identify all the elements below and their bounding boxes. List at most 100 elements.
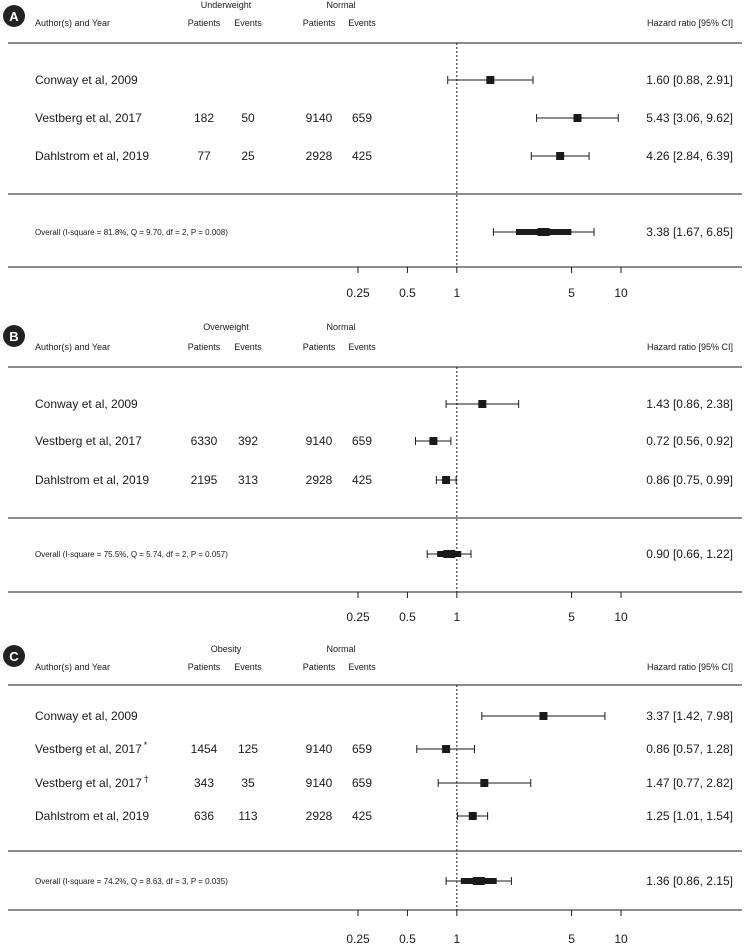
x-tick-label: 1 — [453, 610, 460, 624]
hazard-ratio-header: Hazard ratio [95% CI] — [647, 18, 733, 28]
study-superscript: † — [144, 774, 149, 784]
normal-patients-value: 9140 — [306, 434, 333, 448]
group-events-value: 313 — [238, 473, 258, 487]
point-estimate — [556, 152, 565, 160]
group-header: Obesity — [211, 644, 242, 654]
group-patients-value: 6330 — [191, 434, 218, 448]
x-tick-label: 0.25 — [346, 932, 370, 944]
normal-patients-value: 2928 — [306, 809, 333, 823]
forest-panel-a: A Underweight Normal Author(s) and Year Pati… — [3, 0, 742, 300]
normal-patients-value: 9140 — [306, 776, 333, 790]
study-row: Conway et al, 2009 1.60 [0.88, 2.91] — [35, 73, 733, 87]
hazard-ratio-text: 4.26 [2.84, 6.39] — [646, 149, 733, 163]
study-label: Vestberg et al, 2017 — [35, 434, 142, 448]
group-events-header: Events — [234, 342, 262, 352]
group-header: Underweight — [201, 0, 252, 10]
normal-patients-header: Patients — [303, 662, 336, 672]
normal-events-header: Events — [348, 18, 376, 28]
forest-panel-c: C Obesity Normal Author(s) and Year Patients… — [3, 644, 742, 944]
normal-events-header: Events — [348, 342, 376, 352]
panel-badge — [3, 645, 25, 667]
x-tick-label: 0.25 — [346, 286, 370, 300]
normal-events-value: 659 — [352, 742, 372, 756]
overall-hazard-ratio-text: 3.38 [1.67, 6.85] — [646, 225, 733, 239]
normal-events-value: 659 — [352, 434, 372, 448]
study-row: Vestberg et al, 2017 6330 392 9140 659 0.72 [… — [35, 434, 733, 448]
study-row: Conway et al, 2009 3.37 [1.42, 7.98] — [35, 709, 733, 723]
hazard-ratio-text: 5.43 [3.06, 9.62] — [646, 111, 733, 125]
x-tick-label: 0.5 — [399, 610, 416, 624]
group-events-value: 125 — [238, 742, 258, 756]
hazard-ratio-text: 0.86 [0.75, 0.99] — [646, 473, 733, 487]
normal-patients-value: 9140 — [306, 111, 333, 125]
hazard-ratio-text: 1.25 [1.01, 1.54] — [646, 809, 733, 823]
x-tick-label: 5 — [568, 610, 575, 624]
point-estimate — [539, 712, 548, 720]
author-header: Author(s) and Year — [35, 18, 110, 28]
study-label: Conway et al, 2009 — [35, 709, 138, 723]
panel-letter: C — [9, 649, 19, 664]
point-estimate — [573, 114, 582, 122]
study-label: Dahlstrom et al, 2019 — [35, 149, 149, 163]
overall-point-estimate — [537, 228, 550, 236]
point-estimate — [442, 745, 451, 753]
forest-panel-b: B Overweight Normal Author(s) and Year Patie… — [3, 322, 742, 624]
normal-events-value: 659 — [352, 111, 372, 125]
normal-patients-header: Patients — [303, 342, 336, 352]
study-row: Dahlstrom et al, 2019 636 113 2928 425 1.25 [… — [35, 809, 733, 823]
x-tick-label: 0.5 — [399, 932, 416, 944]
study-row: Dahlstrom et al, 2019 77 25 2928 425 4.26 [2.… — [35, 149, 733, 163]
reference-header: Normal — [326, 322, 355, 332]
study-row: Conway et al, 2009 1.43 [0.86, 2.38] — [35, 397, 733, 411]
hazard-ratio-text: 1.43 [0.86, 2.38] — [646, 397, 733, 411]
group-patients-value: 636 — [194, 809, 214, 823]
overall-row: Overall (I-square = 74.2%, Q = 8.63, df … — [35, 874, 733, 888]
group-header: Overweight — [203, 322, 249, 332]
group-patients-value: 1454 — [191, 742, 218, 756]
study-label: Dahlstrom et al, 2019 — [35, 473, 149, 487]
overall-point-estimate — [472, 877, 485, 885]
group-events-header: Events — [234, 18, 262, 28]
study-label: Vestberg et al, 2017 — [35, 111, 142, 125]
point-estimate — [486, 76, 495, 84]
study-row: Vestberg et al, 2017 182 50 9140 659 5.43 [3.… — [35, 111, 733, 125]
group-events-value: 113 — [238, 809, 257, 823]
study-row: Dahlstrom et al, 2019 2195 313 2928 425 0.86 … — [35, 473, 733, 487]
overall-row: Overall (I-square = 81.8%, Q = 9.70, df … — [35, 225, 733, 239]
normal-events-header: Events — [348, 662, 376, 672]
group-patients-value: 182 — [194, 111, 214, 125]
point-estimate — [468, 812, 477, 820]
overall-label: Overall (I-square = 75.5%, Q = 5.74, df … — [35, 550, 228, 559]
x-tick-label: 0.5 — [399, 286, 416, 300]
x-axis: 0.25 0.5 1 5 10 — [346, 909, 628, 944]
study-label: Vestberg et al, 2017 * — [35, 740, 148, 756]
x-tick-label: 5 — [568, 932, 575, 944]
group-patients-header: Patients — [188, 662, 221, 672]
normal-events-value: 425 — [352, 809, 372, 823]
reference-header: Normal — [326, 0, 355, 10]
author-header: Author(s) and Year — [35, 342, 110, 352]
hazard-ratio-text: 0.86 [0.57, 1.28] — [646, 742, 733, 756]
panel-letter: A — [9, 9, 19, 24]
overall-hazard-ratio-text: 0.90 [0.66, 1.22] — [646, 547, 733, 561]
x-axis: 0.25 0.5 1 5 10 — [346, 591, 628, 624]
x-tick-label: 10 — [614, 932, 628, 944]
panel-badge — [3, 5, 25, 27]
group-patients-header: Patients — [188, 18, 221, 28]
x-axis: 0.25 0.5 1 5 10 — [346, 266, 628, 300]
normal-events-value: 659 — [352, 776, 372, 790]
normal-events-value: 425 — [352, 149, 372, 163]
hazard-ratio-text: 0.72 [0.56, 0.92] — [646, 434, 733, 448]
study-row: Vestberg et al, 2017 * 1454 125 9140 659 0.86 … — [35, 740, 733, 756]
group-events-value: 25 — [241, 149, 255, 163]
normal-patients-value: 9140 — [306, 742, 333, 756]
author-header: Author(s) and Year — [35, 662, 110, 672]
hazard-ratio-text: 3.37 [1.42, 7.98] — [646, 709, 733, 723]
group-events-value: 50 — [241, 111, 255, 125]
overall-row: Overall (I-square = 75.5%, Q = 5.74, df … — [35, 547, 733, 561]
group-patients-header: Patients — [188, 342, 221, 352]
normal-patients-header: Patients — [303, 18, 336, 28]
x-tick-label: 10 — [614, 286, 628, 300]
group-events-header: Events — [234, 662, 262, 672]
